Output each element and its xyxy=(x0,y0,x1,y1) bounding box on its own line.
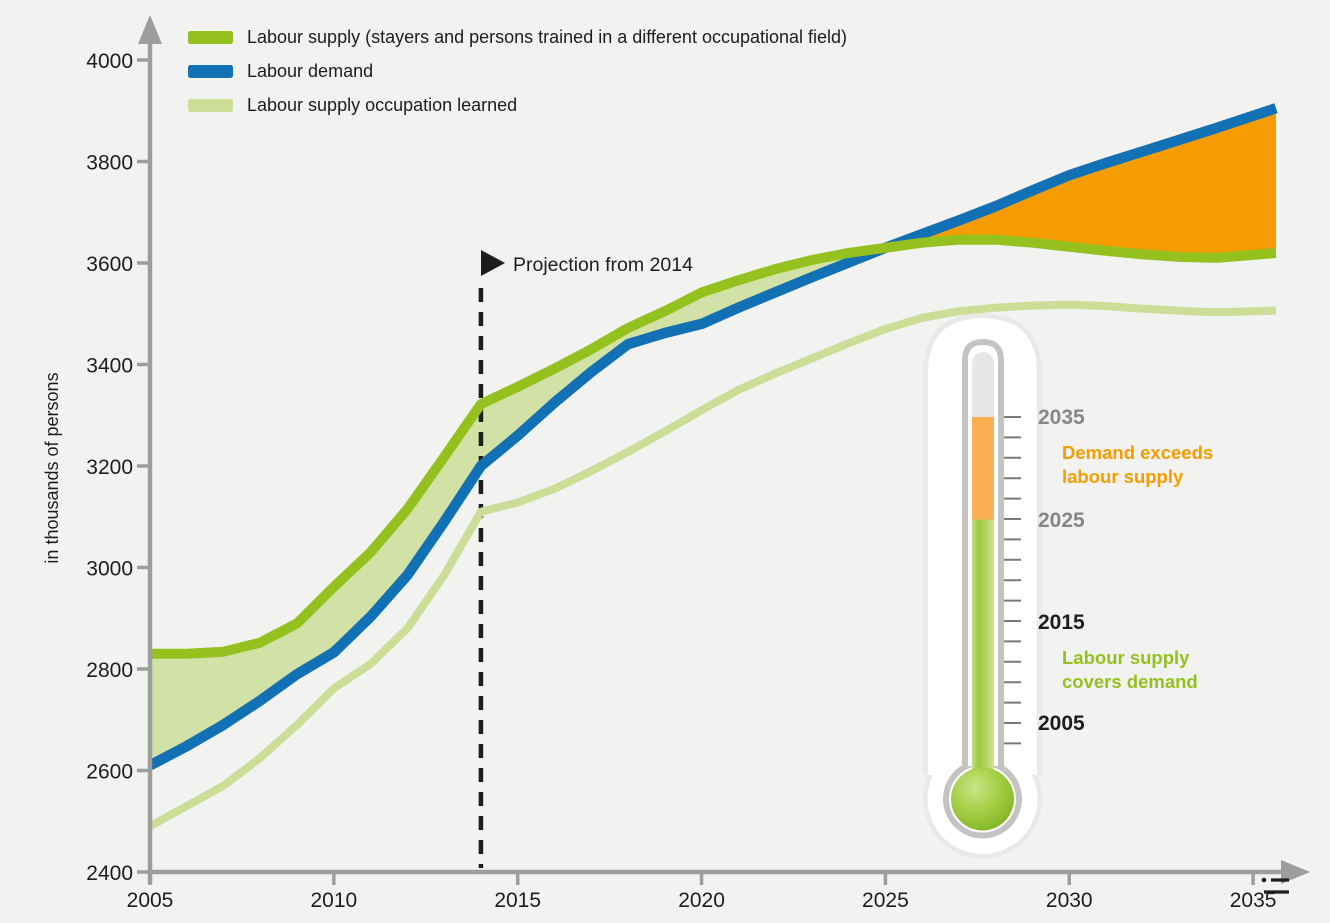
y-tick-label: 3200 xyxy=(86,456,133,479)
axes xyxy=(147,42,1284,884)
zone-demand-exceeds-line2: labour supply xyxy=(1062,466,1184,487)
thermometer-bulb xyxy=(951,767,1014,831)
thermometer-orange-segment xyxy=(972,417,994,520)
y-tick-label: 4000 xyxy=(86,50,133,73)
x-tick-label: 2015 xyxy=(494,889,541,912)
y-tick-label: 3800 xyxy=(86,152,133,175)
zone-supply-covers-line2: covers demand xyxy=(1062,671,1198,692)
shaded-areas xyxy=(150,108,1276,766)
y-axis-title: in thousands of persons xyxy=(42,372,62,563)
area-demand-exceeds-supply xyxy=(885,108,1276,258)
y-tick-label: 2600 xyxy=(86,761,133,784)
thermo-label-2035: 2035 xyxy=(1038,406,1085,429)
y-tick-label: 3000 xyxy=(86,558,133,581)
legend-label-learned: Labour supply occupation learned xyxy=(247,95,518,115)
legend-label-supply: Labour supply (stayers and persons train… xyxy=(247,27,848,47)
x-axis-arrow-icon xyxy=(1281,860,1310,884)
thermo-label-2005: 2005 xyxy=(1038,712,1085,735)
zone-demand-exceeds-line1: Demand exceeds xyxy=(1062,442,1213,463)
footnote-marker-icon xyxy=(1261,877,1289,894)
projection-flag-icon xyxy=(481,250,505,276)
legend-item-supply: Labour supply (stayers and persons train… xyxy=(188,20,847,54)
legend-item-demand: Labour demand xyxy=(188,54,847,88)
legend: Labour supply (stayers and persons train… xyxy=(188,20,847,122)
axis-ticks: 4000 3800 3600 3400 3200 3000 2800 2600 2400 2005… xyxy=(86,50,1276,912)
y-tick-label: 2400 xyxy=(86,862,133,885)
thermometer: 2035 2025 2015 2005 Demand exceeds labou… xyxy=(923,313,1213,859)
legend-swatch-supply xyxy=(188,30,233,44)
y-tick-label: 3600 xyxy=(86,253,133,276)
y-tick-label: 3400 xyxy=(86,355,133,378)
legend-item-learned: Labour supply occupation learned xyxy=(188,88,847,122)
x-tick-label: 2020 xyxy=(678,889,725,912)
legend-swatch-demand xyxy=(188,64,233,78)
x-tick-label: 2030 xyxy=(1046,889,1093,912)
zone-supply-covers-line1: Labour supply xyxy=(1062,647,1190,668)
series-demand-line xyxy=(147,103,1278,771)
thermometer-green-segment xyxy=(972,519,994,800)
projection-label: Projection from 2014 xyxy=(513,254,693,276)
x-tick-label: 2005 xyxy=(127,889,174,912)
series-learned-line xyxy=(148,300,1277,830)
y-axis-arrow-icon xyxy=(138,15,162,44)
x-tick-label: 2010 xyxy=(310,889,357,912)
series-lines xyxy=(147,103,1278,830)
legend-swatch-learned xyxy=(188,98,233,112)
legend-label-demand: Labour demand xyxy=(247,61,374,81)
area-supply-exceeds-demand xyxy=(150,247,886,766)
thermo-label-2015: 2015 xyxy=(1038,611,1085,634)
series-supply-line xyxy=(150,234,1277,659)
thermometer-empty-segment xyxy=(972,352,994,427)
y-tick-label: 2800 xyxy=(86,659,133,682)
thermometer-ticks xyxy=(1004,416,1021,745)
x-tick-label: 2035 xyxy=(1230,889,1277,912)
x-tick-label: 2025 xyxy=(862,889,909,912)
thermo-label-2025: 2025 xyxy=(1038,509,1085,532)
